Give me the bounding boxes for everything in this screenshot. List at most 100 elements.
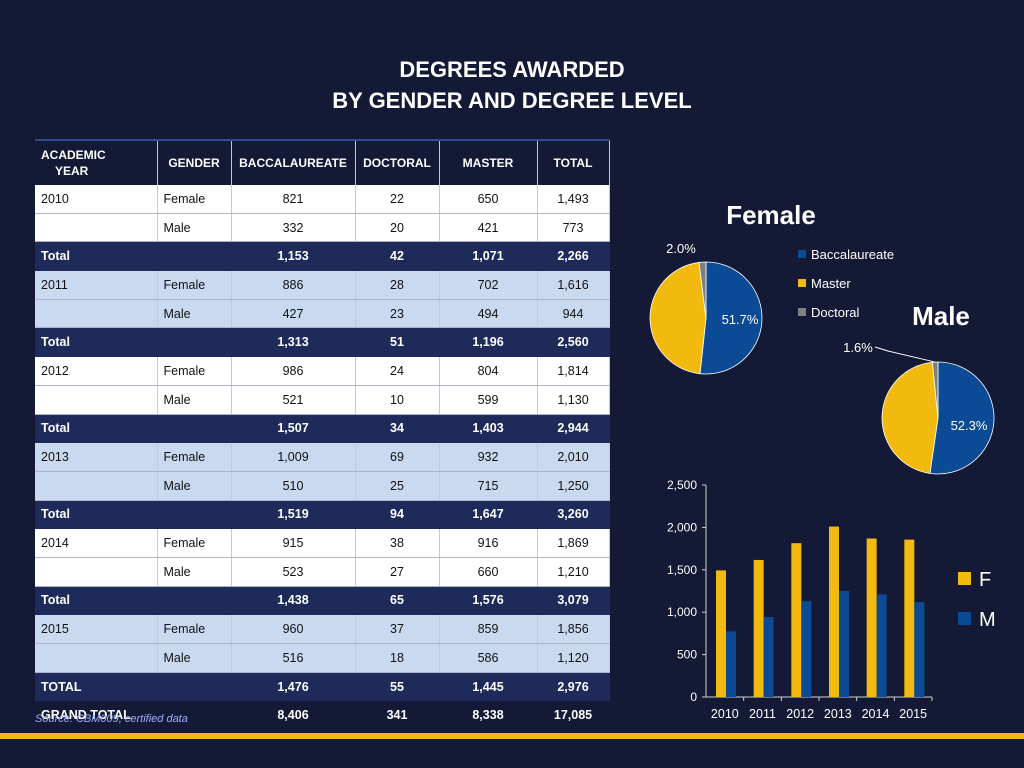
cell-master: 1,647 (439, 500, 538, 530)
female-pie-slice-doctoral (698, 261, 707, 319)
cell-year: Total (35, 327, 158, 358)
bar-y-tick-label: 2,500 (667, 478, 697, 492)
cell-doctoral: 37 (355, 614, 440, 644)
cell-master: 1,445 (439, 672, 538, 702)
cell-doctoral: 28 (355, 270, 440, 300)
cell-master: 421 (439, 213, 538, 243)
cell-gender: Female (157, 185, 232, 214)
female-pie-slice-baccalaureate (699, 261, 763, 375)
header-year-line-1: ACADEMIC (41, 148, 106, 162)
bar-legend-label-m: M (979, 609, 996, 631)
bar-x-tick-label: 2011 (749, 707, 776, 721)
cell-doctoral: 22 (355, 185, 440, 214)
title-line-1: DEGREES AWARDED (399, 57, 625, 82)
table-row: 2014 Female 915 38 916 1,869 (35, 528, 610, 558)
male-pie-slice-doctoral (931, 361, 939, 419)
male-pie-title: Male (912, 301, 970, 331)
cell-master: 932 (439, 442, 538, 472)
cell-gender: Male (157, 299, 232, 329)
cell-year (35, 643, 158, 673)
table-header-row: ACADEMIC YEAR GENDER BACCALAUREATE DOCTO… (35, 139, 610, 185)
bar-legend-swatch-f (958, 572, 971, 585)
cell-year: TOTAL (35, 672, 158, 702)
cell-doctoral: 25 (355, 471, 440, 501)
table-row: 2012 Female 986 24 804 1,814 (35, 356, 610, 386)
cell-year: Total (35, 414, 158, 444)
cell-master: 1,196 (439, 327, 538, 358)
female-label-baccalaureate: 51.7% (722, 312, 759, 327)
bar-x-tick-label: 2013 (824, 707, 852, 721)
cell-baccalaureate: 1,507 (231, 414, 356, 444)
cell-total: 773 (537, 213, 610, 243)
male-label-doctoral: 1.6% (843, 340, 873, 355)
cell-total: 17,085 (537, 700, 609, 730)
table-total-row: Total 1,438 65 1,576 3,079 (35, 586, 610, 616)
cell-doctoral: 94 (355, 500, 440, 530)
cell-total: 1,616 (537, 270, 610, 300)
cell-year: Total (35, 241, 158, 272)
bar-m-2014 (876, 594, 887, 697)
degrees-table: ACADEMIC YEAR GENDER BACCALAUREATE DOCTO… (35, 139, 610, 730)
bar-m-2012 (801, 601, 812, 697)
cell-master: 1,403 (439, 414, 538, 444)
cell-total: 1,814 (537, 356, 610, 386)
cell-gender: Male (157, 643, 232, 673)
cell-gender: Female (157, 614, 232, 644)
cell-baccalaureate: 523 (231, 557, 356, 587)
cell-master: 804 (439, 356, 538, 386)
cell-baccalaureate: 986 (231, 356, 356, 386)
cell-year (35, 213, 158, 243)
cell-gender: Male (157, 557, 232, 587)
cell-doctoral: 10 (355, 385, 440, 415)
male-pie-slice-baccalaureate (929, 361, 995, 475)
cell-year: 2011 (35, 270, 158, 300)
cell-baccalaureate: 521 (231, 385, 356, 415)
table-body: 2010 Female 821 22 650 1,493 Male 332 20 421 773 To… (35, 185, 610, 730)
cell-year: 2013 (35, 442, 158, 472)
cell-baccalaureate: 821 (231, 185, 356, 214)
header-gender: GENDER (157, 139, 232, 185)
cell-doctoral: 38 (355, 528, 440, 558)
table-row: Male 521 10 599 1,130 (35, 385, 610, 415)
cell-total: 1,856 (537, 614, 610, 644)
bar-legend-swatch-m (958, 612, 971, 625)
bar-y-tick-label: 1,000 (667, 605, 697, 619)
cell-gender (157, 241, 232, 272)
cell-baccalaureate: 8,406 (231, 700, 355, 730)
cell-year (35, 471, 158, 501)
cell-gender (157, 500, 232, 530)
cell-master: 660 (439, 557, 538, 587)
cell-doctoral: 341 (355, 700, 439, 730)
cell-baccalaureate: 886 (231, 270, 356, 300)
page-title: DEGREES AWARDED BY GENDER AND DEGREE LEV… (0, 54, 1024, 116)
cell-gender (157, 327, 232, 358)
table-total-row: Total 1,507 34 1,403 2,944 (35, 414, 610, 444)
bar-m-2013 (839, 591, 849, 697)
cell-gender (157, 672, 232, 702)
cell-total: 1,869 (537, 528, 610, 558)
cell-gender: Female (157, 442, 232, 472)
bar-f-2010 (716, 570, 726, 697)
bar-f-2013 (829, 526, 839, 697)
bar-y-tick-label: 2,000 (667, 520, 697, 534)
legend-swatch-doctoral (798, 308, 806, 316)
gold-divider (0, 733, 1024, 739)
cell-doctoral: 51 (355, 327, 440, 358)
cell-total: 2,266 (537, 241, 610, 272)
cell-year: Total (35, 500, 158, 530)
cell-doctoral: 23 (355, 299, 440, 329)
cell-gender (157, 414, 232, 444)
cell-gender: Male (157, 471, 232, 501)
cell-year: Total (35, 586, 158, 616)
header-master: MASTER (439, 139, 538, 185)
cell-doctoral: 18 (355, 643, 440, 673)
cell-total: 2,010 (537, 442, 610, 472)
table-row: Male 427 23 494 944 (35, 299, 610, 329)
table-total-row: Total 1,153 42 1,071 2,266 (35, 241, 610, 272)
bar-x-tick-label: 2012 (786, 707, 814, 721)
cell-master: 1,071 (439, 241, 538, 272)
cell-year (35, 557, 158, 587)
cell-gender: Female (157, 270, 232, 300)
table-row: 2015 Female 960 37 859 1,856 (35, 614, 610, 644)
table-grand-total-row: GRAND TOTAL 8,406 341 8,338 17,085 (35, 700, 609, 730)
